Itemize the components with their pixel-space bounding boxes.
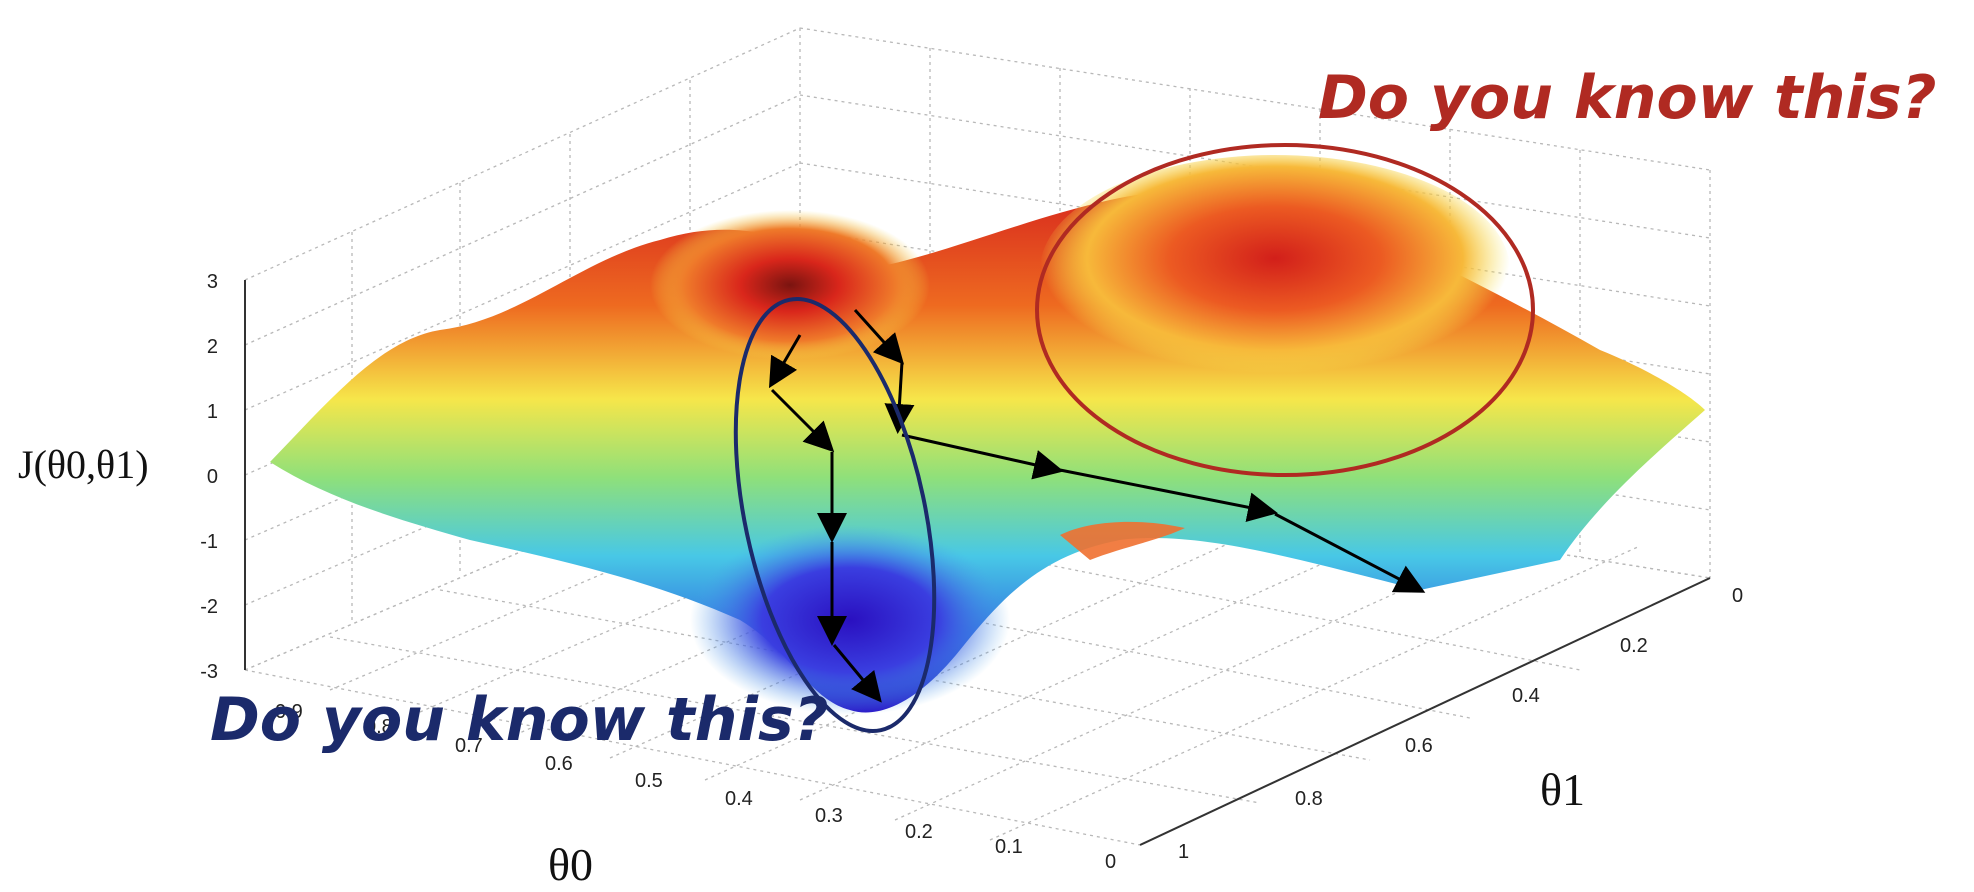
theta0-tick: 0.7 [455, 735, 483, 757]
z-axis: 3 2 1 0 -1 -2 -3 J(θ0,θ1) [18, 271, 246, 683]
theta1-tick: 0.8 [1295, 788, 1323, 810]
theta0-axis-label: θ0 [548, 839, 593, 890]
right-peak [1040, 155, 1510, 385]
theta0-tick: 0.5 [635, 770, 663, 792]
theta0-tick: 0.4 [725, 788, 753, 810]
theta0-tick: 0.3 [815, 805, 843, 827]
z-axis-label: J(θ0,θ1) [18, 442, 149, 487]
descent-path-left [768, 334, 882, 703]
z-tick: 1 [207, 401, 218, 423]
theta1-axis: 0 0.2 0.4 0.6 0.8 1 θ1 [1139, 577, 1743, 863]
z-tick: -2 [200, 596, 218, 618]
theta0-tick: 0.6 [545, 753, 573, 775]
descent-path-circle [733, 296, 937, 734]
theta0-tick: 0.1 [995, 836, 1023, 858]
theta1-tick: 0 [1732, 585, 1743, 607]
local-maximum-circle [1035, 143, 1535, 477]
bottom-annotation: Do you know this? [210, 685, 829, 755]
theta1-tick: 1 [1178, 841, 1189, 863]
theta0-axis: 0.9 0.8 0.7 0.6 0.5 0.4 0.3 0.2 0.1 0 θ0 [275, 701, 1116, 890]
theta1-axis-label: θ1 [1540, 764, 1585, 815]
theta0-tick: 0.8 [365, 716, 393, 738]
top-annotation: Do you know this? [1318, 63, 1937, 133]
global-minimum-pit [690, 525, 1010, 715]
theta1-tick: 0.4 [1512, 685, 1540, 707]
z-tick: 0 [207, 466, 218, 488]
z-tick: -1 [200, 531, 218, 553]
z-tick: 3 [207, 271, 218, 293]
theta0-tick: 0.9 [275, 701, 303, 723]
z-tick: -3 [200, 661, 218, 683]
z-tick: 2 [207, 336, 218, 358]
theta0-tick: 0.2 [905, 821, 933, 843]
orange-ridge [1060, 521, 1185, 560]
left-peak [650, 210, 930, 360]
cost-surface [270, 155, 1705, 715]
theta1-tick: 0.6 [1405, 735, 1433, 757]
theta0-tick: 0 [1105, 851, 1116, 873]
theta1-tick: 0.2 [1620, 635, 1648, 657]
